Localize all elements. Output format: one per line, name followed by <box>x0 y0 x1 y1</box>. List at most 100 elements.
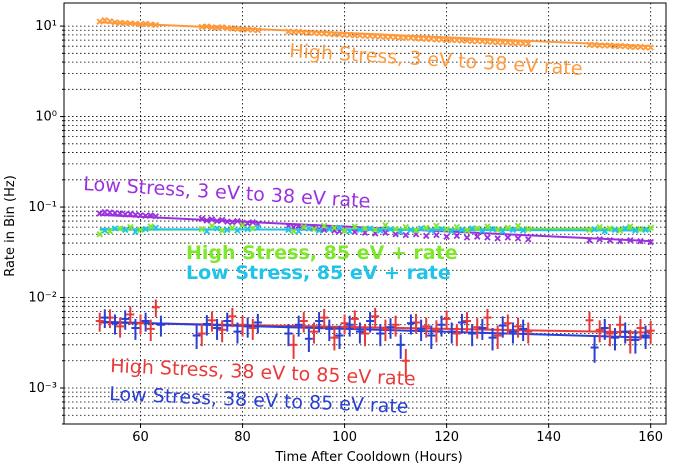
data-point <box>203 23 211 30</box>
x-marker-stroke <box>627 236 634 244</box>
fit-line-series-5 <box>99 320 651 339</box>
x-marker-stroke <box>453 232 461 240</box>
x-marker-stroke <box>387 33 394 41</box>
data-point <box>591 225 598 233</box>
x-marker-stroke <box>320 222 328 230</box>
x-marker-stroke <box>525 236 532 243</box>
x-marker-stroke <box>591 41 598 49</box>
data-point <box>586 41 593 49</box>
x-marker-stroke <box>463 234 471 241</box>
x-marker-stroke <box>208 216 216 223</box>
x-marker-stroke <box>596 236 603 243</box>
x-marker-stroke <box>315 30 323 37</box>
x-marker-stroke <box>249 225 256 232</box>
x-marker-stroke <box>433 222 440 230</box>
x-marker-stroke <box>377 33 384 40</box>
data-point <box>387 33 394 41</box>
data-point <box>647 44 654 51</box>
x-marker-stroke <box>300 29 308 36</box>
x-marker-stroke <box>397 34 404 41</box>
data-point <box>616 237 624 245</box>
data-point <box>433 231 440 239</box>
x-marker-stroke <box>468 225 476 232</box>
x-marker-stroke <box>392 231 399 238</box>
x-marker-stroke <box>647 224 654 232</box>
data-point <box>494 226 501 234</box>
data-point <box>453 232 461 240</box>
data-point <box>458 37 466 44</box>
x-marker-stroke <box>111 209 119 217</box>
data-point <box>142 20 149 28</box>
x-marker-stroke <box>443 36 450 44</box>
x-marker-stroke <box>647 238 654 246</box>
data-point <box>632 43 639 51</box>
data-point <box>422 224 430 232</box>
x-marker-stroke <box>428 227 435 234</box>
x-marker-stroke <box>224 218 231 225</box>
data-point <box>137 20 144 28</box>
data-point <box>326 30 333 38</box>
x-marker-stroke <box>586 236 593 244</box>
data-point <box>208 216 216 223</box>
data-point <box>489 38 496 46</box>
x-marker-stroke <box>101 208 109 216</box>
data-point <box>346 31 353 39</box>
x-marker-stroke <box>489 225 496 233</box>
data-point <box>371 226 379 234</box>
x-marker-stroke <box>142 212 149 220</box>
data-point <box>387 225 394 233</box>
x-marker-stroke <box>239 221 246 229</box>
x-marker-stroke <box>213 225 221 232</box>
data-point <box>621 42 629 50</box>
data-point <box>509 39 517 47</box>
x-marker-stroke <box>632 43 639 51</box>
data-point <box>198 23 205 31</box>
data-point <box>494 39 501 46</box>
x-marker-stroke <box>479 227 486 234</box>
x-marker-stroke <box>127 20 134 27</box>
data-point <box>320 222 328 230</box>
data-point <box>448 228 455 235</box>
data-point <box>111 209 119 217</box>
data-point <box>295 28 302 35</box>
x-marker-stroke <box>290 28 297 36</box>
data-point <box>218 227 226 234</box>
x-marker-stroke <box>499 39 506 46</box>
x-marker-stroke <box>509 39 517 47</box>
x-marker-stroke <box>116 19 124 26</box>
data-point <box>152 213 160 220</box>
x-marker-stroke <box>632 227 639 234</box>
data-point <box>443 225 450 233</box>
x-tick-label: 100 <box>332 430 357 445</box>
x-marker-stroke <box>647 44 654 51</box>
x-marker-stroke <box>336 224 343 232</box>
data-point <box>606 236 614 244</box>
data-point <box>621 225 629 232</box>
data-point <box>152 224 160 232</box>
data-point <box>351 228 359 236</box>
x-marker-stroke <box>448 228 455 235</box>
x-marker-stroke <box>285 28 292 35</box>
data-point <box>132 228 139 236</box>
data-point <box>198 225 205 233</box>
x-marker-stroke <box>514 222 522 230</box>
data-point <box>377 33 384 40</box>
data-point <box>417 225 425 232</box>
x-marker-stroke <box>361 32 369 40</box>
data-point <box>315 227 323 234</box>
data-point <box>346 228 353 235</box>
data-point <box>627 223 634 230</box>
data-point <box>601 42 609 49</box>
x-marker-stroke <box>616 227 624 234</box>
x-marker-stroke <box>295 223 302 230</box>
x-marker-stroke <box>203 23 211 30</box>
x-marker-stroke <box>234 217 241 225</box>
data-point <box>224 226 231 234</box>
x-marker-stroke <box>504 234 512 241</box>
data-point <box>596 223 603 231</box>
data-point <box>458 226 466 234</box>
x-marker-stroke <box>494 235 501 242</box>
x-marker-stroke <box>116 225 124 232</box>
data-point <box>463 234 471 241</box>
x-marker-stroke <box>606 42 614 49</box>
